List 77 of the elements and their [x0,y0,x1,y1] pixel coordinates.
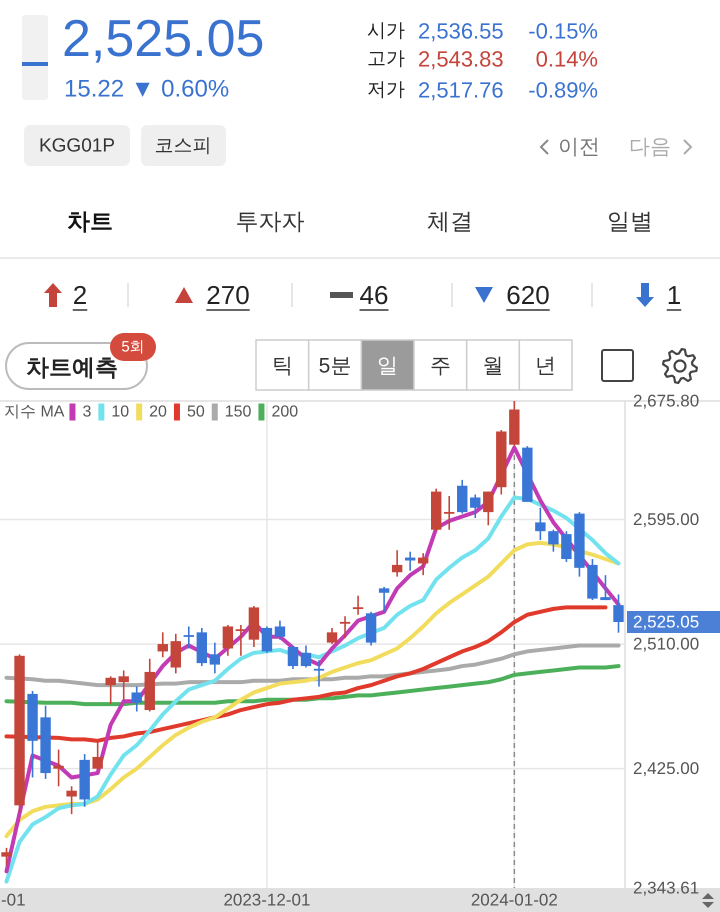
text: 투자자 [236,208,304,234]
legend-title: 지수 MA [4,404,65,420]
legend-label: 150 [224,404,252,420]
text: 고가 [367,48,405,70]
y-tick-label: 2,510.00 [633,634,700,654]
text: 틱 [272,354,293,378]
text: 270 [206,280,250,310]
text: 월 [482,354,504,378]
text: 620 [506,280,550,310]
candlestick [535,506,546,541]
text: 5분 [318,354,352,378]
text: 1 [666,280,682,310]
legend-label: 50 [186,404,205,420]
chart-subtitle: 15.22 ▼ 0.60% [64,76,230,102]
candlestick [378,586,390,613]
legend-label: 20 [149,404,168,420]
text: 일 [377,354,398,378]
candlestick [470,494,480,519]
text: 년 [535,354,556,378]
candlestick [158,632,168,658]
text: 코스피 [154,136,212,156]
text: -0.89% [528,78,598,102]
candlestick [300,644,312,668]
text: 2,543.83 [418,46,504,72]
text: 2,525.05 [62,10,264,68]
candlestick [483,490,494,526]
text: KGG01P [38,136,116,156]
legend-label: 3 [82,404,92,420]
text: 이전 [558,136,600,158]
text: 0.14% [536,46,598,72]
y-tick-label: 2,595.00 [633,510,700,529]
candlestick [404,550,416,572]
legend-label: 10 [111,404,130,420]
candlestick [184,626,194,650]
candlestick [66,785,77,815]
text: 체결 [427,208,473,234]
text: 일별 [607,208,653,234]
candlestick [1,847,12,866]
candlestick [118,670,129,701]
candlestick [392,549,402,578]
candlestick [222,624,234,657]
candlestick [613,594,624,634]
text: 2,525.05 [633,612,700,632]
y-tick-label: 2,425.00 [633,759,700,778]
text: 46 [360,280,388,310]
candlestick [418,552,428,576]
y-tick-label: 2,675.80 [633,392,700,410]
candlestick [288,644,298,670]
text: 저가 [367,80,405,100]
text: 시가 [367,20,405,42]
candlestick [548,528,559,553]
text: 2,517.76 [418,78,504,102]
text: 2,536.55 [418,18,504,44]
candlestick [352,594,364,616]
candlestick [444,495,454,531]
candlestick [92,738,103,771]
text: 5회 [121,338,145,356]
candlestick [132,686,142,712]
candlestick [326,627,338,645]
text: 차트예측 [26,354,118,380]
text: -01 [1,890,26,910]
candlestick [105,676,116,705]
legend-label: 200 [271,404,298,420]
text: -0.15% [528,18,598,44]
text: 다음 [629,136,671,158]
candlestick [262,626,272,654]
candlestick [600,574,611,601]
candlestick [236,624,246,657]
candlestick [53,748,64,788]
text: 2 [72,280,88,310]
text: 주 [430,354,451,378]
candlestick [274,620,286,640]
candlestick [210,642,220,674]
x-tick-label: 2024-01-02 [470,890,558,910]
y-tick-label: 2,343.61 [633,878,700,898]
text: 차트 [67,208,113,234]
x-tick-label: 2023-12-01 [223,890,310,910]
